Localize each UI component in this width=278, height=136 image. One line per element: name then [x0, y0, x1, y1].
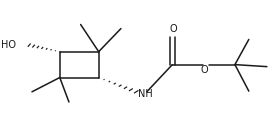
Text: O: O: [201, 65, 208, 75]
Text: O: O: [170, 24, 178, 34]
Text: HO: HO: [1, 40, 16, 50]
Text: NH: NH: [138, 89, 153, 99]
